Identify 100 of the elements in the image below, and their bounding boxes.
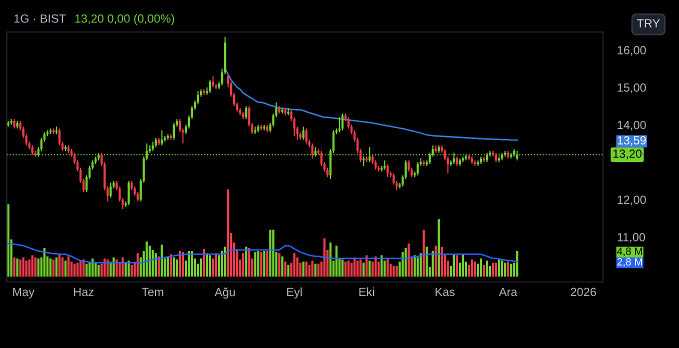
bar: [13, 257, 16, 277]
x-tick-label: May: [13, 288, 34, 298]
bar: [456, 255, 458, 277]
y-tick-label: 13,59: [618, 136, 646, 146]
candlestick: [128, 180, 130, 206]
y-tick-label: 11,00: [618, 233, 646, 243]
bar: [208, 255, 212, 277]
bar: [73, 264, 76, 277]
bar: [122, 257, 124, 277]
bar: [284, 262, 286, 277]
chart-title: 1G · BIST: [14, 14, 66, 23]
ref-line-label: 13,20: [613, 150, 642, 160]
bar: [317, 264, 320, 277]
bar: [386, 258, 389, 277]
candlestick: [172, 122, 175, 140]
bar: [254, 252, 256, 277]
bar: [242, 253, 244, 277]
bar: [7, 204, 10, 277]
bar: [172, 257, 175, 277]
bar: [416, 257, 419, 277]
bar: [501, 260, 504, 277]
bar: [359, 260, 362, 277]
bar: [507, 262, 510, 277]
bar: [55, 257, 58, 277]
bar: [492, 262, 494, 277]
bar: [152, 250, 154, 277]
bar: [64, 260, 67, 277]
candlestick: [456, 156, 458, 166]
bar: [260, 252, 262, 277]
bar: [200, 258, 202, 277]
bar: [311, 260, 314, 277]
bar: [438, 219, 440, 277]
bar: [408, 244, 410, 277]
bar: [154, 253, 157, 277]
bar: [305, 262, 308, 277]
candlestick: [160, 130, 163, 146]
bar: [486, 260, 488, 277]
x-tick-label: Haz: [74, 288, 94, 296]
y-tick-label: 16,00: [618, 46, 646, 56]
bar: [263, 251, 266, 277]
bar: [470, 260, 474, 277]
bar: [85, 264, 88, 277]
y-tick-label: 15,00: [618, 83, 646, 94]
line-series: [8, 242, 518, 264]
bar: [281, 256, 284, 277]
bar: [287, 264, 290, 277]
text: TRY: [637, 19, 660, 28]
bar: [116, 260, 118, 277]
bar: [31, 255, 34, 277]
bar: [146, 241, 148, 277]
bar: [148, 246, 151, 277]
x-tick-label: 2026: [570, 288, 596, 296]
bar: [344, 262, 347, 277]
x-tick-label: Ara: [498, 288, 518, 296]
bar: [480, 258, 482, 277]
bar: [269, 230, 272, 277]
bar: [248, 248, 250, 277]
candlestick: [341, 113, 344, 131]
bar: [314, 264, 316, 277]
bar: [98, 264, 100, 277]
bar: [257, 251, 260, 277]
x-tick-label: Eki: [359, 287, 374, 296]
candlestick: [416, 162, 419, 176]
candlestick: [154, 137, 157, 148]
bar: [482, 264, 486, 277]
x-tick-label: Eyl: [287, 287, 302, 298]
bar: [52, 260, 55, 277]
bar: [402, 252, 404, 277]
bar: [296, 257, 298, 277]
bar: [16, 258, 18, 277]
candlestick: [152, 141, 154, 152]
bar: [293, 253, 296, 277]
y-tick-label: 14,00: [618, 120, 646, 131]
bar: [76, 262, 79, 277]
bar: [130, 264, 133, 277]
bar: [356, 260, 359, 277]
y2-tick-label: 4,8 M: [617, 248, 642, 256]
bar: [49, 258, 52, 277]
bar: [347, 260, 350, 277]
bar: [510, 264, 512, 277]
bar: [404, 248, 407, 277]
bar: [341, 260, 344, 277]
x-tick-label: Kas: [436, 288, 455, 296]
chart-subtitle: 13,20 0,00 (0,00%): [75, 14, 174, 26]
bar: [302, 262, 304, 277]
bar: [426, 246, 428, 277]
bar: [166, 257, 169, 277]
bar: [25, 260, 28, 277]
bar: [28, 260, 30, 277]
bar: [176, 260, 178, 277]
x-tick-label: Tem: [142, 288, 164, 296]
bar: [37, 258, 40, 277]
bar: [308, 264, 310, 277]
bar: [110, 262, 112, 277]
bar: [278, 253, 280, 277]
bar: [128, 260, 130, 277]
bar: [474, 262, 476, 277]
bar: [19, 260, 22, 277]
candlestick: [305, 128, 308, 144]
bar: [22, 257, 24, 277]
